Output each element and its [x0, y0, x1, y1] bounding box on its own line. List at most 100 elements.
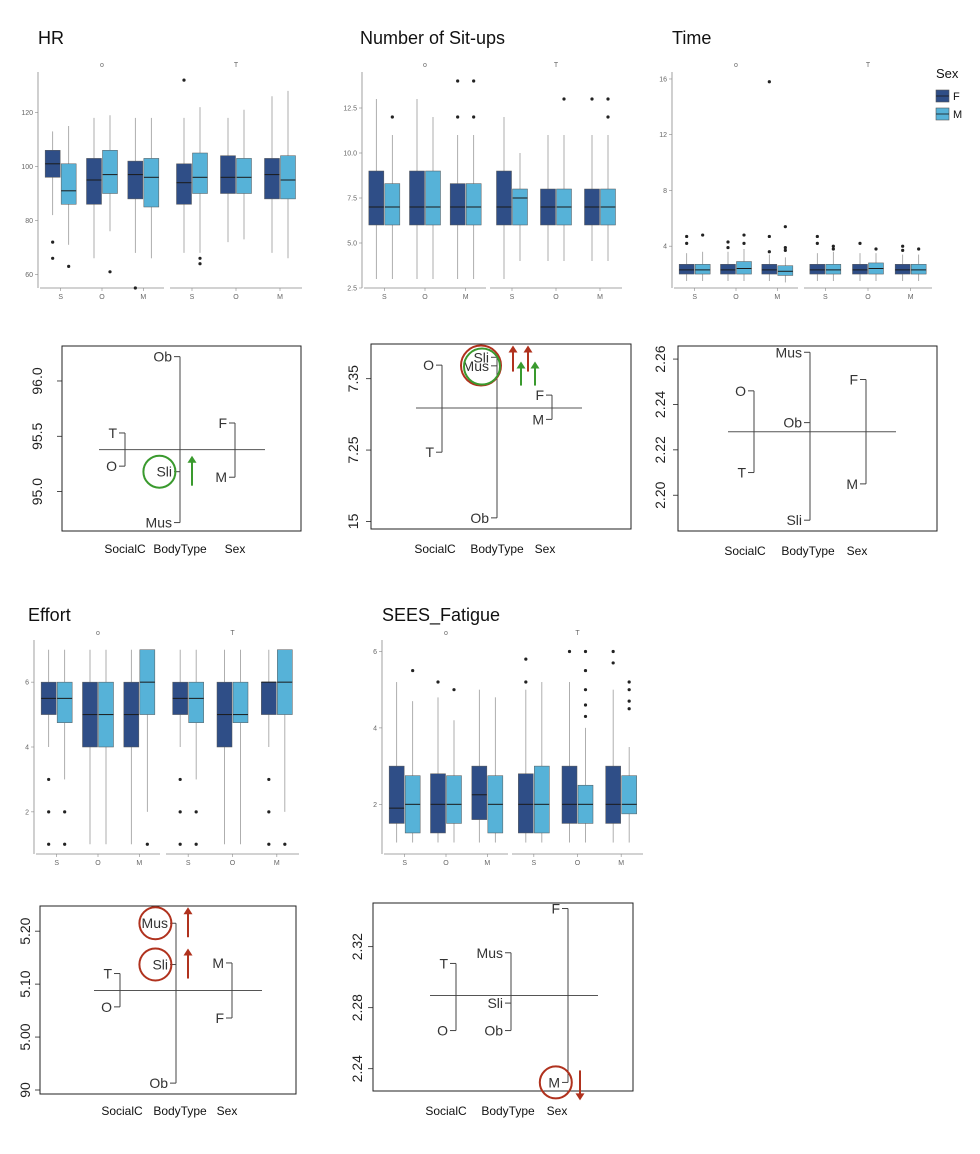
box-M-F: [449, 79, 466, 279]
factor-label-Sex: Sex: [225, 542, 246, 556]
trend-arrow-head: [187, 455, 197, 463]
outlier-point: [456, 79, 460, 83]
chart-title: HR: [38, 28, 64, 48]
box-M-F: [127, 117, 144, 290]
box-body: [471, 765, 488, 820]
outlier-point: [767, 234, 771, 239]
y-tick-label: 2.22: [652, 436, 668, 463]
x-tick-label: S: [692, 294, 697, 301]
outlier-point: [783, 245, 787, 250]
outlier-point: [51, 240, 55, 244]
box-body: [518, 773, 534, 834]
outlier-point: [267, 842, 271, 846]
level-label-O: O: [101, 999, 112, 1015]
outlier-point: [611, 649, 615, 654]
highlight-circle: [463, 347, 501, 386]
level-label-O: O: [106, 458, 117, 474]
box-body: [102, 150, 118, 194]
x-tick-label: O: [443, 860, 449, 867]
outlier-point: [567, 649, 572, 654]
outlier-point: [47, 777, 51, 782]
y-tick-label: 2.20: [652, 481, 668, 508]
y-tick-label: 7.5: [347, 196, 357, 203]
outlier-point: [726, 245, 730, 250]
box-body: [621, 775, 637, 815]
design-plot-effort_means: 90 5.00 5.10 5.20 T O Mus Sli Ob M F SocialC BodyTyp…: [17, 905, 297, 1118]
box-body: [678, 264, 695, 275]
facet-label: T: [234, 62, 239, 69]
outlier-point: [67, 264, 71, 268]
x-tick-label: O: [230, 860, 236, 867]
trend-arrow-head: [523, 345, 533, 353]
outlier-point: [901, 244, 905, 248]
outlier-point: [472, 79, 476, 83]
x-tick-label: S: [186, 860, 191, 867]
outlier-point: [685, 241, 689, 246]
factor-label-SocialC: SocialC: [425, 1104, 467, 1118]
x-tick-label: S: [382, 294, 387, 301]
outlier-point: [831, 244, 835, 248]
y-tick-label: 4: [25, 745, 29, 752]
level-label-Sli: Sli: [152, 957, 168, 973]
chart-title: Time: [672, 28, 711, 48]
outlier-point: [411, 668, 415, 673]
facet-label: T: [554, 62, 559, 69]
outlier-point: [767, 80, 771, 84]
box-body: [852, 264, 868, 275]
box-body: [534, 765, 550, 834]
outlier-point: [108, 270, 112, 274]
outlier-point: [583, 688, 588, 692]
box-S-F: [368, 99, 385, 279]
box-O-F: [409, 99, 425, 279]
facet-label: T: [575, 630, 580, 637]
box-body: [261, 681, 277, 715]
y-tick-label: 7.35: [345, 365, 361, 392]
outlier-point: [562, 97, 566, 101]
design-plot-fatigue_means: 2.24 2.28 2.32 T O Mus Sli Ob F M SocialC BodyType S…: [349, 901, 634, 1118]
box-body: [127, 160, 144, 200]
y-tick-label: 2.24: [349, 1055, 365, 1082]
outlier-point: [178, 810, 182, 814]
outlier-point: [47, 810, 51, 814]
level-label-Mus: Mus: [146, 515, 172, 531]
y-tick-label: 2.32: [349, 933, 365, 960]
outlier-point: [524, 657, 528, 661]
box-M-F: [761, 80, 778, 282]
box-M-F: [261, 649, 277, 846]
outlier-point: [606, 97, 610, 101]
box-M-M: [139, 649, 156, 846]
outlier-point: [145, 842, 149, 846]
box-body: [910, 264, 927, 275]
factor-label-BodyType: BodyType: [481, 1104, 535, 1118]
box-S-M: [188, 649, 204, 846]
x-tick-label: S: [531, 860, 536, 867]
box-M-F: [605, 649, 621, 843]
x-tick-label: M: [484, 860, 490, 867]
box-M-M: [777, 225, 794, 283]
box-M-M: [280, 90, 296, 259]
box-O-M: [232, 649, 249, 845]
legend: Sex FM: [935, 66, 962, 121]
x-tick-label: O: [95, 860, 101, 867]
x-tick-label: M: [136, 860, 142, 867]
outlier-point: [606, 115, 610, 119]
facet-label: T: [230, 630, 235, 637]
x-tick-label: M: [140, 294, 146, 301]
level-label-Sli: Sli: [786, 512, 802, 528]
box-body: [425, 170, 441, 226]
level-label-Ob: Ob: [153, 349, 172, 365]
outlier-point: [815, 234, 819, 239]
box-body: [280, 155, 296, 200]
box-body: [736, 261, 752, 275]
outlier-point: [133, 286, 137, 290]
facet-label: o: [423, 62, 427, 69]
y-tick-label: 2.5: [347, 286, 357, 293]
box-body: [761, 264, 778, 275]
level-label-F: F: [218, 415, 227, 431]
box-S-M: [60, 126, 77, 268]
level-label-Ob: Ob: [470, 510, 489, 526]
box-S-F: [176, 78, 192, 253]
y-tick-label: 12.5: [343, 106, 357, 113]
box-M-M: [621, 680, 637, 843]
box-body: [176, 163, 192, 205]
